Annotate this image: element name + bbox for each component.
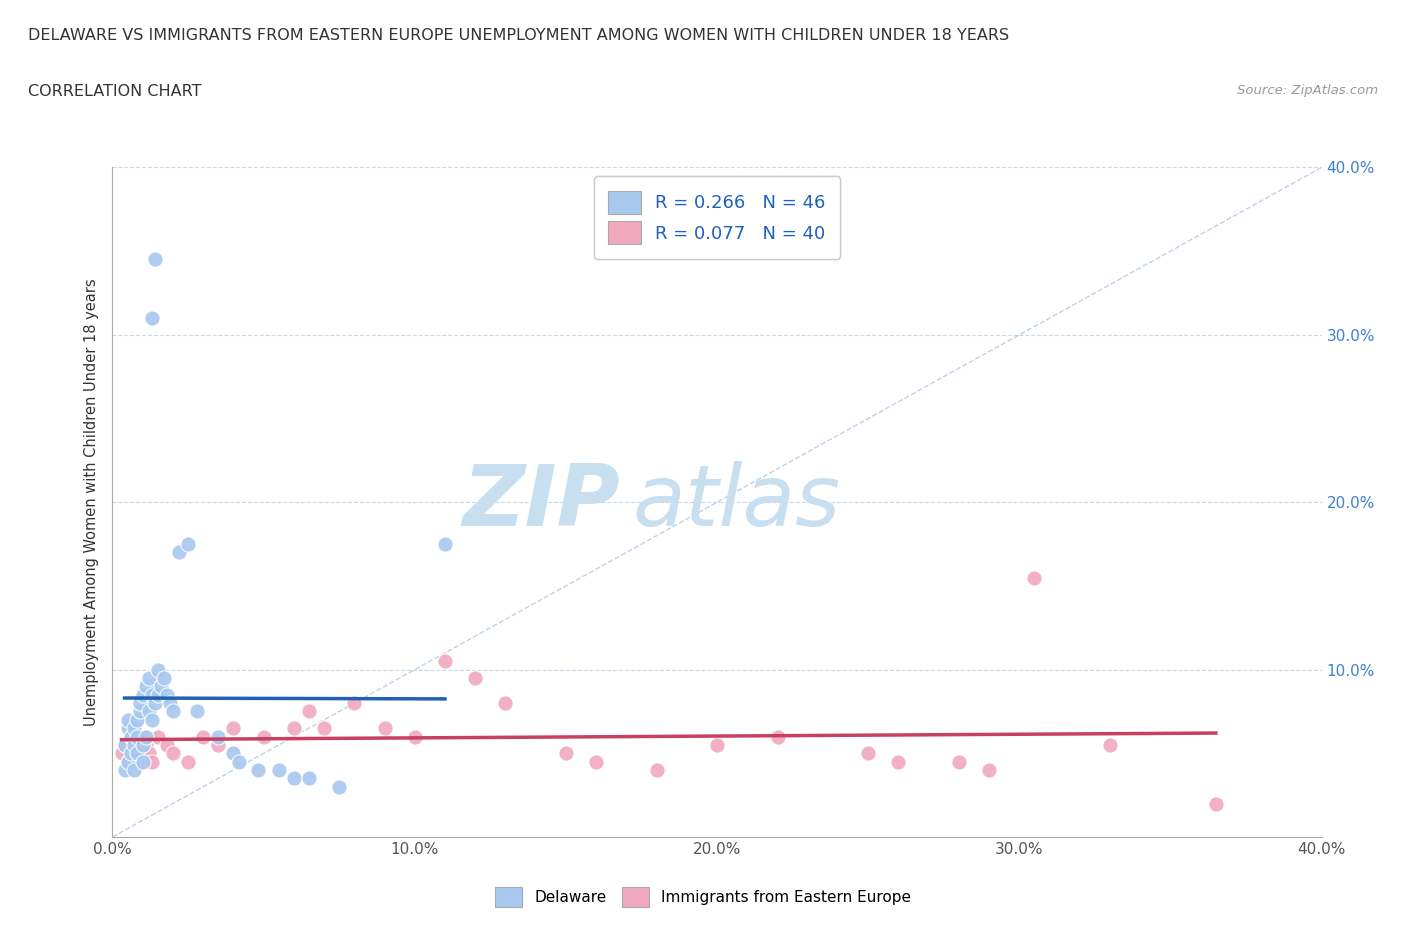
Point bbox=[122, 721, 145, 736]
Point bbox=[128, 754, 150, 769]
Point bbox=[120, 729, 142, 744]
Point bbox=[122, 737, 145, 752]
Point bbox=[132, 737, 155, 752]
Point bbox=[138, 671, 160, 685]
Point bbox=[141, 311, 163, 325]
Point bbox=[207, 729, 229, 744]
Point bbox=[283, 721, 305, 736]
Point bbox=[177, 537, 200, 551]
Point bbox=[117, 754, 139, 769]
Point bbox=[117, 721, 139, 736]
Point bbox=[374, 721, 396, 736]
Text: CORRELATION CHART: CORRELATION CHART bbox=[28, 84, 201, 99]
Point bbox=[110, 746, 132, 761]
Point bbox=[191, 729, 214, 744]
Point bbox=[228, 754, 250, 769]
Point bbox=[464, 671, 486, 685]
Point bbox=[298, 704, 321, 719]
Point bbox=[114, 737, 136, 752]
Point bbox=[114, 763, 136, 777]
Legend: R = 0.266   N = 46, R = 0.077   N = 40: R = 0.266 N = 46, R = 0.077 N = 40 bbox=[593, 177, 841, 259]
Point bbox=[887, 754, 910, 769]
Text: DELAWARE VS IMMIGRANTS FROM EASTERN EUROPE UNEMPLOYMENT AMONG WOMEN WITH CHILDRE: DELAWARE VS IMMIGRANTS FROM EASTERN EURO… bbox=[28, 28, 1010, 43]
Point bbox=[177, 754, 200, 769]
Point bbox=[222, 746, 245, 761]
Point bbox=[706, 737, 728, 752]
Point bbox=[253, 729, 276, 744]
Point bbox=[125, 712, 148, 727]
Text: ZIP: ZIP bbox=[463, 460, 620, 544]
Legend: Delaware, Immigrants from Eastern Europe: Delaware, Immigrants from Eastern Europe bbox=[488, 882, 918, 913]
Point bbox=[856, 746, 880, 761]
Point bbox=[167, 545, 190, 560]
Text: atlas: atlas bbox=[633, 460, 841, 544]
Point bbox=[1024, 570, 1046, 585]
Point bbox=[120, 746, 142, 761]
Point bbox=[128, 704, 150, 719]
Point bbox=[132, 754, 155, 769]
Point bbox=[132, 687, 155, 702]
Point bbox=[156, 687, 179, 702]
Point bbox=[404, 729, 426, 744]
Point bbox=[343, 696, 366, 711]
Point bbox=[766, 729, 789, 744]
Point bbox=[554, 746, 576, 761]
Point bbox=[122, 737, 145, 752]
Point bbox=[433, 537, 456, 551]
Point bbox=[328, 779, 350, 794]
Point bbox=[146, 662, 169, 677]
Point bbox=[146, 729, 169, 744]
Point bbox=[135, 737, 157, 752]
Point bbox=[153, 671, 176, 685]
Point bbox=[125, 746, 148, 761]
Point bbox=[207, 737, 229, 752]
Point bbox=[1205, 796, 1227, 811]
Point bbox=[585, 754, 607, 769]
Point bbox=[645, 763, 668, 777]
Point bbox=[125, 729, 148, 744]
Point bbox=[146, 687, 169, 702]
Point bbox=[122, 763, 145, 777]
Point bbox=[138, 704, 160, 719]
Point bbox=[246, 763, 269, 777]
Point bbox=[222, 721, 245, 736]
Point bbox=[433, 654, 456, 669]
Point bbox=[132, 729, 155, 744]
Point bbox=[495, 696, 517, 711]
Point bbox=[162, 746, 184, 761]
Point bbox=[138, 746, 160, 761]
Point bbox=[267, 763, 290, 777]
Point bbox=[143, 696, 166, 711]
Point bbox=[141, 712, 163, 727]
Y-axis label: Unemployment Among Women with Children Under 18 years: Unemployment Among Women with Children U… bbox=[84, 278, 100, 726]
Text: Source: ZipAtlas.com: Source: ZipAtlas.com bbox=[1237, 84, 1378, 97]
Point bbox=[149, 679, 172, 694]
Point bbox=[1098, 737, 1121, 752]
Point bbox=[159, 696, 181, 711]
Point bbox=[977, 763, 1000, 777]
Point bbox=[117, 712, 139, 727]
Point bbox=[298, 771, 321, 786]
Point bbox=[186, 704, 208, 719]
Point bbox=[162, 704, 184, 719]
Point bbox=[141, 754, 163, 769]
Point bbox=[125, 746, 148, 761]
Point bbox=[948, 754, 970, 769]
Point bbox=[120, 729, 142, 744]
Point bbox=[117, 754, 139, 769]
Point bbox=[141, 687, 163, 702]
Point bbox=[128, 696, 150, 711]
Point bbox=[114, 737, 136, 752]
Point bbox=[135, 729, 157, 744]
Point bbox=[156, 737, 179, 752]
Point bbox=[135, 679, 157, 694]
Point bbox=[314, 721, 336, 736]
Point bbox=[143, 252, 166, 267]
Point bbox=[283, 771, 305, 786]
